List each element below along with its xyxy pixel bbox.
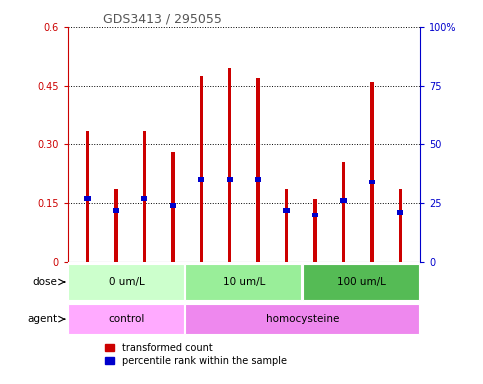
Bar — [114, 189, 118, 262]
Bar — [68, 264, 184, 300]
Text: GDS3413 / 295055: GDS3413 / 295055 — [103, 13, 222, 26]
Bar — [86, 131, 89, 262]
Bar — [256, 78, 260, 262]
Text: 100 um/L: 100 um/L — [337, 277, 386, 287]
Bar — [228, 68, 231, 262]
Bar — [171, 152, 174, 262]
Bar — [398, 189, 402, 262]
Bar — [199, 76, 203, 262]
Bar — [370, 82, 373, 262]
Bar — [342, 162, 345, 262]
Bar — [113, 208, 119, 213]
Text: agent: agent — [27, 314, 57, 324]
Legend: transformed count, percentile rank within the sample: transformed count, percentile rank withi… — [100, 339, 291, 370]
Bar — [170, 203, 176, 208]
Bar — [85, 196, 91, 201]
Bar — [68, 304, 184, 334]
Bar — [312, 213, 318, 217]
Bar — [185, 304, 419, 334]
Text: control: control — [108, 314, 144, 324]
Bar — [227, 177, 233, 182]
Bar — [142, 196, 147, 201]
Text: dose: dose — [32, 277, 57, 287]
Bar — [142, 131, 146, 262]
Bar — [284, 208, 290, 213]
Bar — [369, 180, 375, 184]
Bar — [303, 264, 419, 300]
Text: 0 um/L: 0 um/L — [109, 277, 144, 287]
Bar — [255, 177, 261, 182]
Text: homocysteine: homocysteine — [266, 314, 340, 324]
Bar — [397, 210, 403, 215]
Bar — [285, 189, 288, 262]
Bar — [185, 264, 301, 300]
Bar — [198, 177, 204, 182]
Bar — [341, 199, 346, 203]
Bar — [313, 199, 317, 262]
Text: 10 um/L: 10 um/L — [223, 277, 265, 287]
